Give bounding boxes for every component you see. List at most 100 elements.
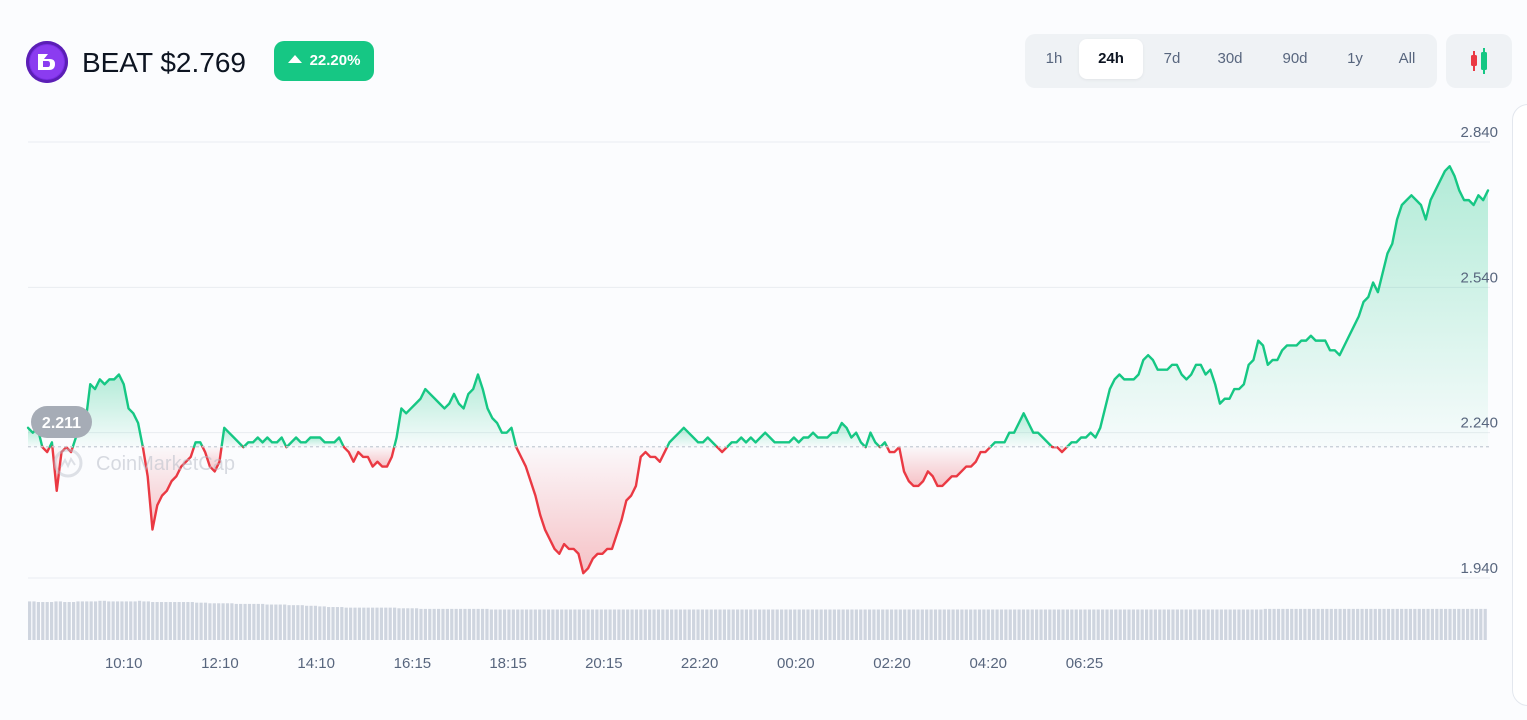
volume-bar — [696, 609, 700, 640]
volume-bar — [788, 609, 792, 640]
area-below-baseline — [516, 446, 668, 574]
volume-bar — [665, 609, 669, 640]
volume-bar — [1096, 609, 1100, 640]
volume-bar — [599, 609, 603, 640]
volume-bar — [1382, 608, 1386, 640]
x-tick-label: 14:10 — [297, 655, 335, 672]
x-tick-label: 06:25 — [1066, 655, 1104, 672]
volume-bar — [331, 607, 335, 640]
price-line-down — [514, 445, 669, 575]
volume-bar — [863, 609, 867, 640]
range-30d[interactable]: 30d — [1217, 50, 1243, 67]
volume-bar — [1250, 609, 1254, 640]
volume-bar — [494, 609, 498, 640]
volume-bar — [274, 604, 278, 640]
price-line-up — [192, 441, 204, 448]
volume-bar — [885, 609, 889, 640]
volume-bar — [195, 602, 199, 640]
volume-bar — [1118, 609, 1122, 640]
range-7d[interactable]: 7d — [1163, 50, 1181, 67]
x-tick-label: 20:15 — [585, 655, 623, 672]
volume-bar — [375, 607, 379, 640]
volume-bar — [872, 609, 876, 640]
price-line-up — [879, 441, 889, 448]
volume-bar — [124, 601, 128, 640]
coinmarketcap-logo-icon — [53, 448, 83, 478]
volume-bar — [1378, 608, 1382, 640]
volume-bar — [265, 604, 269, 640]
volume-bar — [876, 609, 880, 640]
volume-bar — [371, 607, 375, 640]
range-1y[interactable]: 1y — [1347, 50, 1363, 67]
volume-bar — [1144, 609, 1149, 640]
watermark-text: CoinMarketCap — [96, 453, 235, 475]
volume-bar — [1386, 608, 1391, 640]
volume-bars — [28, 600, 1487, 640]
volume-bar — [551, 609, 555, 640]
volume-bar — [177, 602, 181, 640]
volume-bar — [63, 602, 67, 640]
volume-bar — [1276, 608, 1281, 640]
volume-bar — [1404, 608, 1408, 640]
price-change-badge: 22.20% — [274, 41, 374, 81]
volume-bar — [841, 609, 845, 640]
price-line-down — [141, 445, 196, 531]
volume-bar — [1272, 608, 1276, 640]
volume-bar — [287, 605, 291, 640]
volume-bar — [190, 602, 194, 640]
area-above-baseline — [990, 413, 1052, 447]
volume-bar — [322, 606, 326, 640]
volume-bar — [1479, 608, 1483, 640]
area-below-baseline — [887, 446, 991, 486]
volume-bar — [898, 609, 902, 640]
volume-bar — [1430, 608, 1435, 640]
price-line-down — [51, 445, 75, 492]
price-line-up — [666, 426, 719, 448]
volume-bar — [498, 609, 502, 640]
volume-bar — [502, 609, 507, 640]
range-all[interactable]: All — [1398, 50, 1416, 67]
volume-bar — [45, 602, 49, 640]
volume-bar — [1303, 608, 1307, 640]
volume-bar — [595, 609, 599, 640]
range-1h[interactable]: 1h — [1045, 50, 1063, 67]
volume-bar — [300, 605, 304, 640]
candlestick-icon — [1471, 48, 1487, 74]
volume-bar — [164, 602, 168, 640]
volume-bar — [867, 609, 872, 640]
candlestick-toggle-button[interactable] — [1446, 34, 1512, 88]
volume-bar — [986, 609, 990, 640]
baseline-label: 2.211 — [31, 406, 92, 438]
volume-bar — [199, 602, 203, 640]
volume-bar — [423, 608, 427, 640]
volume-bar — [1298, 608, 1303, 640]
volume-bar — [1400, 608, 1404, 640]
volume-bar — [1312, 608, 1316, 640]
volume-bar — [1457, 608, 1461, 640]
volume-bar — [709, 609, 713, 640]
volume-bar — [1123, 609, 1127, 640]
volume-bar — [779, 609, 784, 640]
volume-bar — [472, 608, 476, 640]
volume-bar — [832, 609, 836, 640]
volume-bar — [1417, 608, 1421, 640]
range-24h[interactable]: 24h — [1079, 39, 1143, 79]
volume-bar — [793, 609, 797, 640]
volume-bar — [1127, 609, 1131, 640]
volume-bar — [142, 601, 146, 640]
range-90d[interactable]: 90d — [1282, 50, 1308, 67]
volume-bar — [93, 601, 98, 640]
volume-bar — [1131, 609, 1135, 640]
volume-bar — [542, 609, 546, 640]
volume-bar — [656, 609, 661, 640]
volume-bar — [221, 603, 225, 640]
volume-bar — [480, 608, 485, 640]
volume-bar — [151, 602, 155, 640]
volume-bar — [1149, 609, 1153, 640]
volume-bar — [89, 601, 93, 640]
volume-bar — [1004, 609, 1008, 640]
volume-bar — [247, 603, 252, 640]
volume-bar — [305, 605, 309, 640]
volume-bar — [1057, 609, 1061, 640]
